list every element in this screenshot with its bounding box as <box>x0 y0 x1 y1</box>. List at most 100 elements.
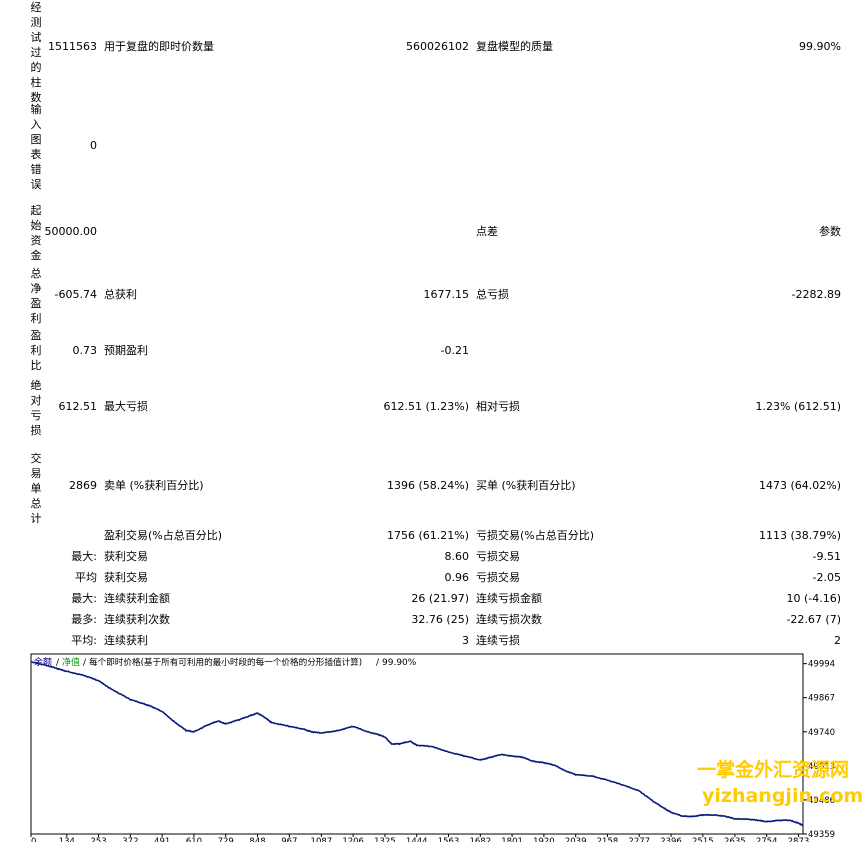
row-label-1: 卖单 (%获利百分比) <box>104 479 204 492</box>
row-label-1: 预期盈利 <box>104 344 148 357</box>
chart-header-equity: 净值 <box>62 656 80 668</box>
row-value-1: 560026102 <box>406 40 469 53</box>
stat-value-1: 3 <box>462 634 469 647</box>
equity-chart: 余额 / 净值 / 每个即时价格(基于所有可利用的最小时段的每一个价格的分形插值… <box>0 650 867 845</box>
stat-label-1: 连续获利次数 <box>104 613 170 626</box>
row-label-2: 买单 (%获利百分比) <box>476 479 576 492</box>
x-tick-label: 2515 <box>692 837 714 842</box>
row-label-1: 最大亏损 <box>104 400 148 413</box>
x-tick-label: 1444 <box>406 837 428 842</box>
row-label-2: 复盘模型的质量 <box>476 40 553 53</box>
y-tick-label: 49994 <box>808 660 835 670</box>
row-value-1: -0.21 <box>440 344 469 357</box>
x-tick-label: 134 <box>59 837 75 842</box>
x-tick-label: 2396 <box>660 837 682 842</box>
row-value: 1511563 <box>48 40 97 53</box>
stat-value-1: 1756 (61.21%) <box>386 529 469 542</box>
row-value: 50000.00 <box>44 225 98 238</box>
row-label: 总净盈利 <box>30 267 42 325</box>
stat-prefix: 最大: <box>71 592 97 605</box>
x-tick-label: 253 <box>90 837 106 842</box>
x-tick-label: 0 <box>31 837 36 842</box>
x-tick-label: 1920 <box>533 837 555 842</box>
stat-label-1: 连续获利 <box>104 634 148 647</box>
y-tick-label: 49740 <box>808 728 835 738</box>
chart-svg: 余额 / 净值 / 每个即时价格(基于所有可利用的最小时段的每一个价格的分形插值… <box>30 653 835 845</box>
x-axis: 0 134 253 372 491 610 729 848 967 1087 1206 1325 144… <box>30 834 810 845</box>
row-label: 盈利比 <box>30 329 42 372</box>
stat-prefix: 平均: <box>71 634 97 647</box>
row-label-2: 总亏损 <box>476 288 509 301</box>
x-tick-label: 2873 <box>788 837 810 842</box>
balance-line <box>31 661 804 827</box>
stat-label-2: 亏损交易(%占总百分比) <box>476 529 595 542</box>
stat-value-2: 2 <box>834 634 841 647</box>
row-value: 2869 <box>69 479 97 492</box>
x-tick-label: 1563 <box>438 837 460 842</box>
x-tick-label: 610 <box>186 837 202 842</box>
chart-header-sep3: / <box>376 658 380 668</box>
stat-label-1: 获利交易 <box>104 550 148 563</box>
stat-label-2: 连续亏损 <box>476 634 520 647</box>
chart-series <box>31 661 804 827</box>
chart-header-desc: 每个即时价格(基于所有可利用的最小时段的每一个价格的分形插值计算) <box>89 656 362 668</box>
stat-prefix: 平均 <box>75 571 97 584</box>
stat-label-2: 亏损交易 <box>476 550 520 563</box>
row-value-1: 612.51 (1.23%) <box>383 400 469 413</box>
stat-label-1: 盈利交易(%占总百分比) <box>104 529 223 542</box>
stat-value-2: 10 (-4.16) <box>786 592 841 605</box>
x-tick-label: 1682 <box>469 837 491 842</box>
row-value-2: -2282.89 <box>791 288 841 301</box>
stat-label-2: 连续亏损金额 <box>476 592 542 605</box>
stat-value-2: -2.05 <box>812 571 841 584</box>
y-axis: 49994 49867 49740 49613 49486 49359 <box>803 660 835 840</box>
y-tick-label: 49867 <box>808 694 835 704</box>
row-label-2: 相对亏损 <box>476 400 520 413</box>
row-label-1: 用于复盘的即时价数量 <box>104 40 214 53</box>
stat-value-1: 8.60 <box>444 550 470 563</box>
row-label: 绝对亏损 <box>30 379 42 437</box>
x-tick-label: 2754 <box>756 837 778 842</box>
row-value: 0 <box>90 139 97 152</box>
stat-value-2: 1113 (38.79%) <box>758 529 841 542</box>
x-tick-label: 2635 <box>724 837 746 842</box>
stat-value-1: 0.96 <box>444 571 470 584</box>
row-label: 输入图表错误 <box>30 103 42 191</box>
y-tick-label: 49613 <box>808 762 835 772</box>
x-tick-label: 729 <box>218 837 234 842</box>
stat-value-1: 32.76 (25) <box>411 613 469 626</box>
stat-label-2: 连续亏损次数 <box>476 613 542 626</box>
x-tick-label: 1206 <box>342 837 364 842</box>
row-value: 0.73 <box>72 344 98 357</box>
x-tick-label: 1325 <box>374 837 396 842</box>
x-tick-label: 2277 <box>628 837 650 842</box>
y-tick-label: 49486 <box>808 796 835 806</box>
chart-header-sep2: / <box>83 658 87 668</box>
x-tick-label: 2039 <box>565 837 587 842</box>
x-tick-label: 967 <box>281 837 297 842</box>
row-value: 612.51 <box>58 400 98 413</box>
stat-value-2: -22.67 (7) <box>786 613 841 626</box>
row-label: 交易单总计 <box>30 452 42 525</box>
stat-label-1: 获利交易 <box>104 571 148 584</box>
x-tick-label: 491 <box>154 837 170 842</box>
x-tick-label: 848 <box>249 837 265 842</box>
watermark-line1: 一掌金外汇资源网 <box>697 759 850 781</box>
stat-value-2: -9.51 <box>812 550 841 563</box>
stat-label-1: 连续获利金额 <box>104 592 170 605</box>
stat-prefix: 最大: <box>71 550 97 563</box>
row-label-1: 总获利 <box>104 288 137 301</box>
stat-prefix: 最多: <box>71 613 97 626</box>
x-tick-label: 2158 <box>597 837 619 842</box>
x-tick-label: 1801 <box>501 837 523 842</box>
row-value-2: 99.90% <box>799 40 841 53</box>
x-tick-label: 1087 <box>311 837 333 842</box>
row-label-2: 点差 <box>476 225 498 238</box>
row-value: -605.74 <box>54 288 97 301</box>
row-value-2: 1.23% (612.51) <box>755 400 841 413</box>
row-value-2: 1473 (64.02%) <box>758 479 841 492</box>
row-value-2: 参数 <box>819 225 841 238</box>
stat-value-1: 26 (21.97) <box>411 592 469 605</box>
stat-label-2: 亏损交易 <box>476 571 520 584</box>
chart-plot-frame <box>30 653 804 835</box>
